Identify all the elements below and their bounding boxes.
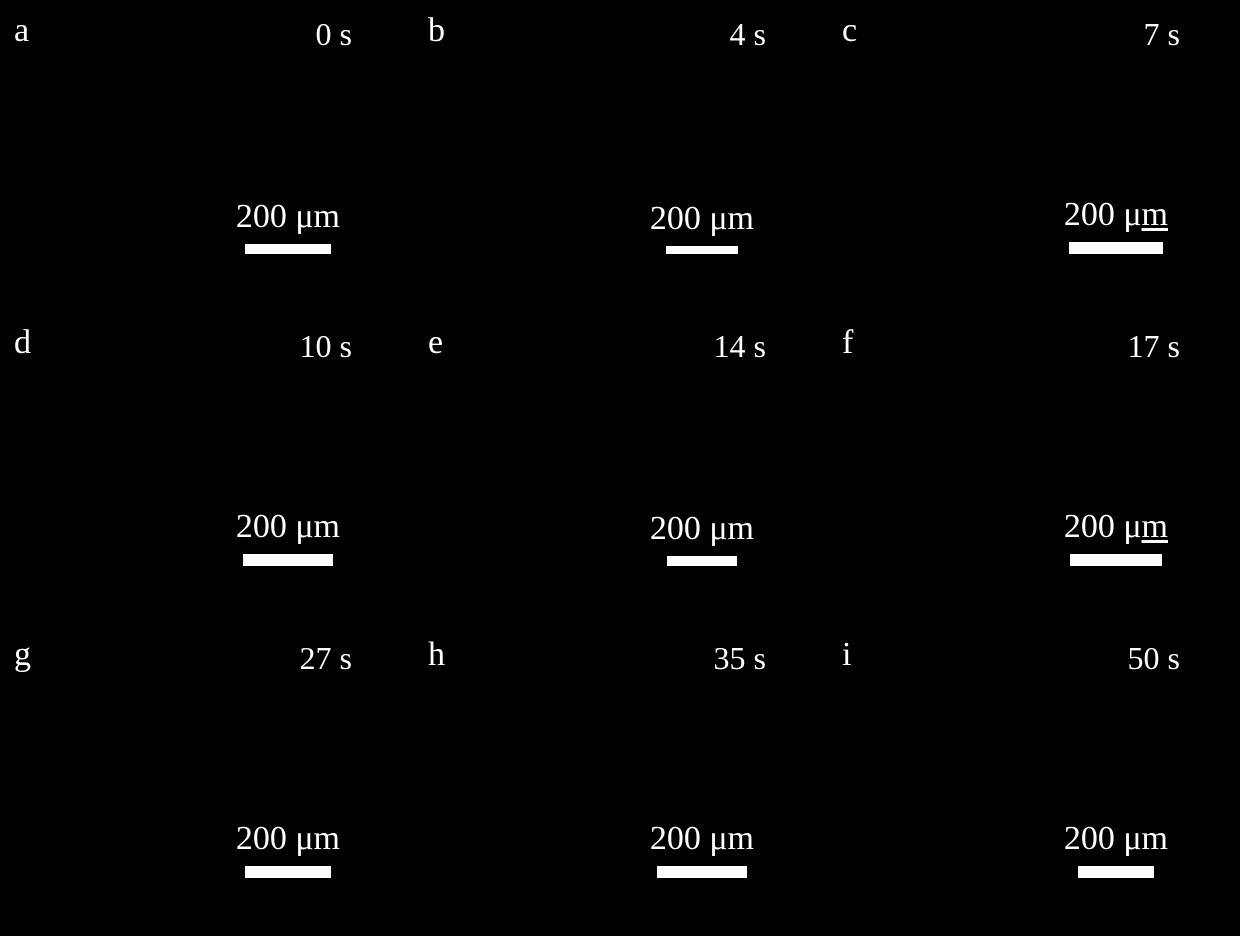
time-label-d: 10 s bbox=[300, 330, 352, 362]
scale-group-f: 200 μm bbox=[1064, 510, 1168, 566]
panel-letter-c: c bbox=[842, 14, 857, 48]
scale-group-a: 200 μm bbox=[236, 200, 340, 254]
scale-label-b: 200 μm bbox=[650, 202, 754, 236]
panel-e: e 14 s 200 μm bbox=[414, 312, 826, 624]
time-label-c: 7 s bbox=[1144, 18, 1180, 50]
panel-letter-d: d bbox=[14, 326, 31, 360]
panel-letter-i: i bbox=[842, 638, 851, 672]
figure-grid: a 0 s 200 μm b 4 s 200 μm c 7 s 200 μm d 10 s 200 μ… bbox=[0, 0, 1240, 936]
scale-group-g: 200 μm bbox=[236, 822, 340, 878]
panel-b: b 4 s 200 μm bbox=[414, 0, 826, 312]
time-label-b: 4 s bbox=[730, 18, 766, 50]
panel-letter-a: a bbox=[14, 14, 29, 48]
panel-g: g 27 s 200 μm bbox=[0, 624, 412, 936]
scale-bar-i bbox=[1078, 866, 1154, 878]
scale-bar-f bbox=[1070, 554, 1162, 566]
scale-bar-g bbox=[245, 866, 331, 878]
time-label-g: 27 s bbox=[300, 642, 352, 674]
scale-bar-a bbox=[245, 244, 331, 254]
scale-label-i: 200 μm bbox=[1064, 822, 1168, 856]
scale-bar-b bbox=[666, 246, 738, 254]
scale-group-c: 200 μm bbox=[1064, 198, 1168, 254]
scale-group-b: 200 μm bbox=[650, 202, 754, 254]
scale-group-i: 200 μm bbox=[1064, 822, 1168, 878]
time-label-h: 35 s bbox=[714, 642, 766, 674]
scale-label-e: 200 μm bbox=[650, 512, 754, 546]
scale-label-a: 200 μm bbox=[236, 200, 340, 234]
scale-group-e: 200 μm bbox=[650, 512, 754, 566]
time-label-f: 17 s bbox=[1128, 330, 1180, 362]
scale-label-f: 200 μm bbox=[1064, 510, 1168, 544]
scale-label-c: 200 μm bbox=[1064, 198, 1168, 232]
scale-bar-c bbox=[1069, 242, 1163, 254]
scale-label-g: 200 μm bbox=[236, 822, 340, 856]
panel-letter-h: h bbox=[428, 638, 445, 672]
time-label-e: 14 s bbox=[714, 330, 766, 362]
panel-letter-e: e bbox=[428, 326, 443, 360]
panel-c: c 7 s 200 μm bbox=[828, 0, 1240, 312]
panel-i: i 50 s 200 μm bbox=[828, 624, 1240, 936]
panel-h: h 35 s 200 μm bbox=[414, 624, 826, 936]
panel-letter-b: b bbox=[428, 14, 445, 48]
scale-group-h: 200 μm bbox=[650, 822, 754, 878]
panel-letter-f: f bbox=[842, 326, 853, 360]
panel-a: a 0 s 200 μm bbox=[0, 0, 412, 312]
scale-label-d: 200 μm bbox=[236, 510, 340, 544]
panel-d: d 10 s 200 μm bbox=[0, 312, 412, 624]
panel-f: f 17 s 200 μm bbox=[828, 312, 1240, 624]
time-label-a: 0 s bbox=[316, 18, 352, 50]
time-label-i: 50 s bbox=[1128, 642, 1180, 674]
scale-bar-h bbox=[657, 866, 747, 878]
scale-bar-d bbox=[243, 554, 333, 566]
panel-letter-g: g bbox=[14, 638, 31, 672]
scale-label-h: 200 μm bbox=[650, 822, 754, 856]
scale-group-d: 200 μm bbox=[236, 510, 340, 566]
scale-bar-e bbox=[667, 556, 737, 566]
